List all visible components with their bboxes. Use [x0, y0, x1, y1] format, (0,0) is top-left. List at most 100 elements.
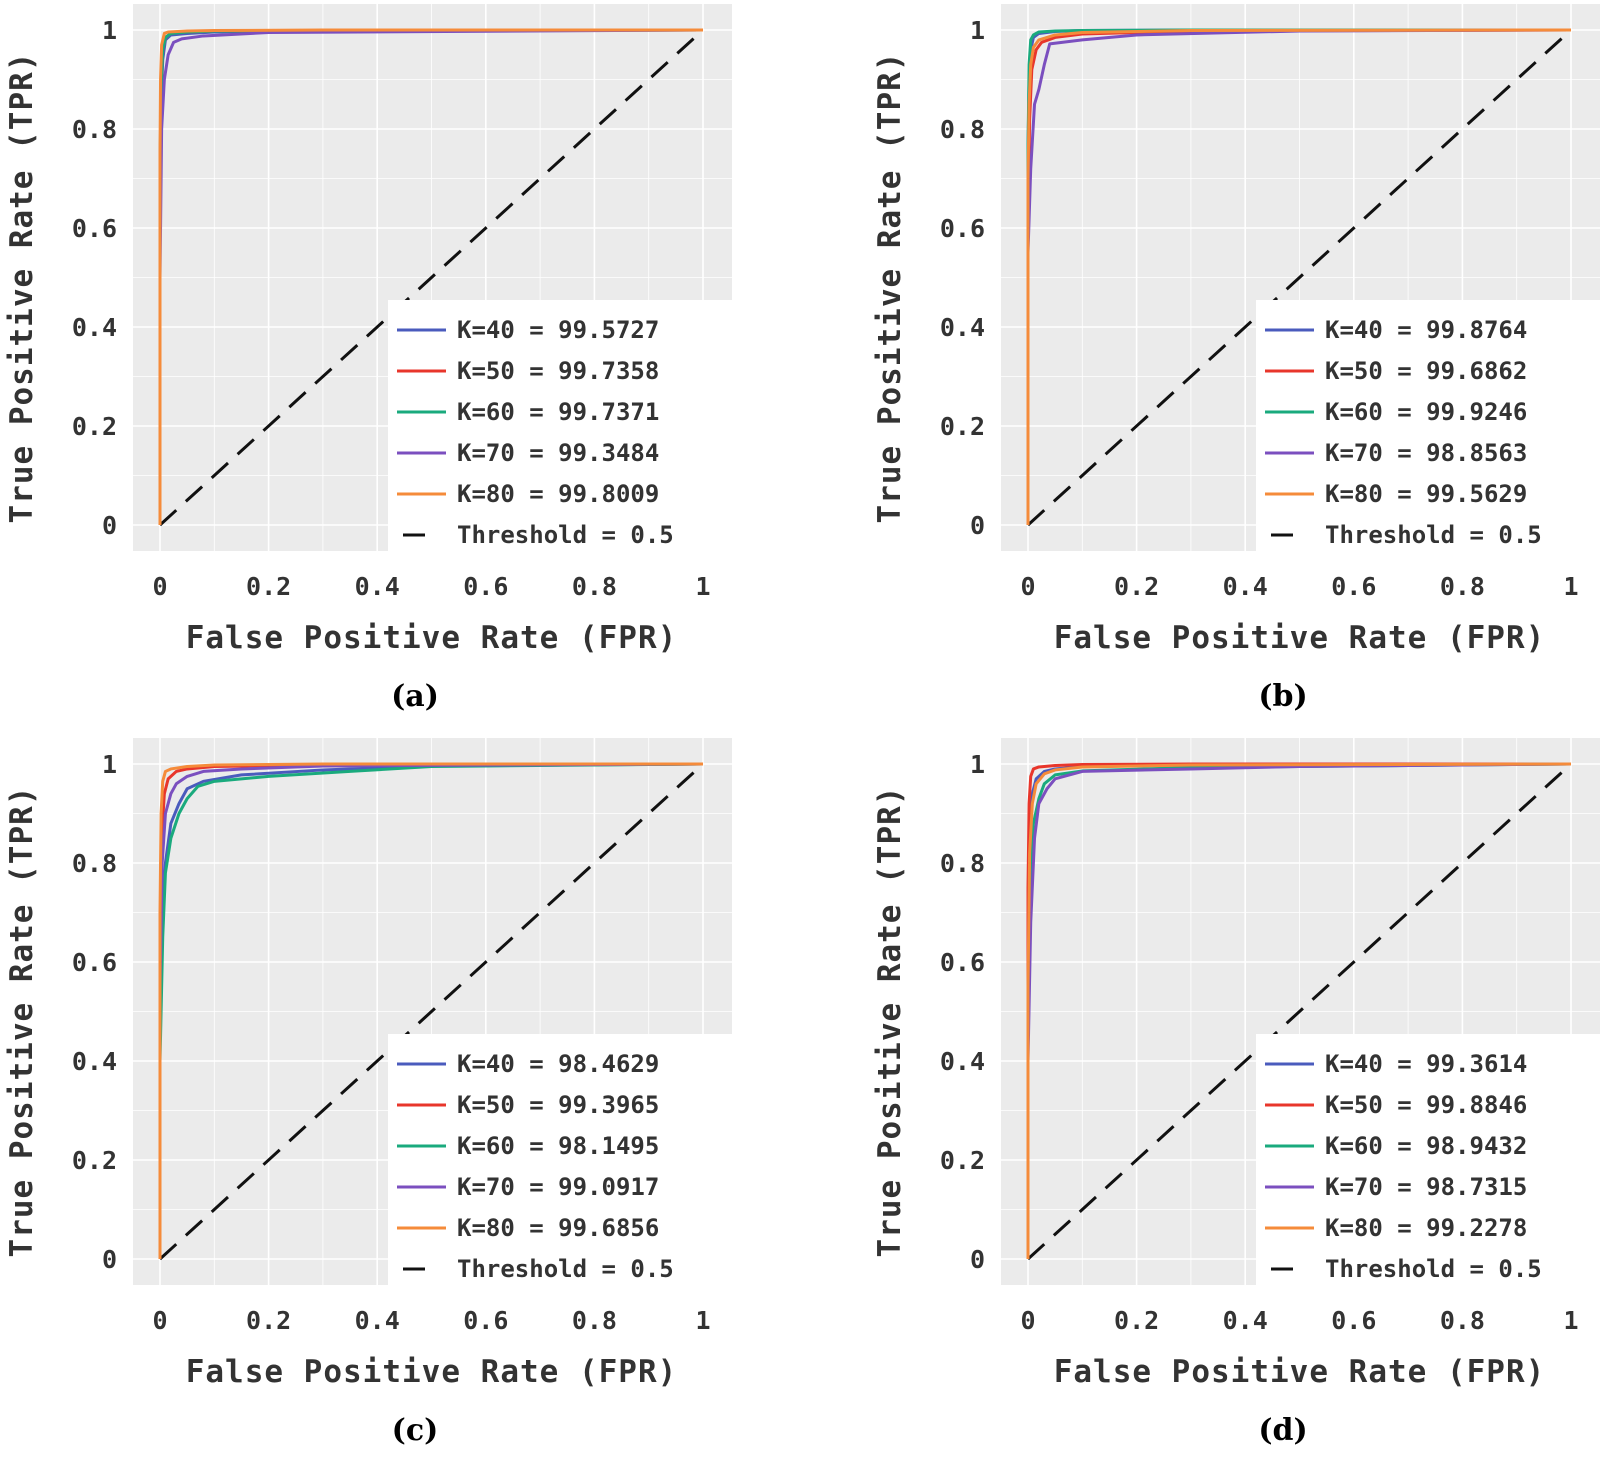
y-tick-label: 0.8: [940, 849, 985, 878]
y-axis-label: True Positive Rate (TPR): [872, 52, 908, 524]
x-tick-label: 0.6: [1331, 572, 1376, 601]
x-tick-label: 0.4: [1223, 572, 1268, 601]
y-tick-label: 1: [102, 750, 117, 779]
legend-label: K=40 = 99.5727: [457, 316, 659, 344]
roc-curve-k-70: [1026, 28, 1572, 525]
legend-box: [388, 300, 732, 551]
x-tick-label: 0: [1020, 572, 1035, 601]
roc-curve-k-80: [1026, 762, 1572, 1259]
threshold-line: [158, 762, 705, 1261]
x-tick-label: 0.6: [1331, 1306, 1376, 1335]
y-tick-label: 0.6: [72, 948, 117, 977]
roc-panel-c: 0 0.2 0.4 0.6 0.8 1 0 0.2 0.4 0.6 0.8 1 False Positi…: [4, 738, 732, 1448]
x-tick-label: 0: [152, 1306, 167, 1335]
x-tick-label: 0: [152, 572, 167, 601]
legend-label: K=70 = 98.8563: [1325, 439, 1527, 467]
legend-label: K=60 = 99.7371: [457, 398, 659, 426]
x-tick-label: 1: [695, 1306, 710, 1335]
x-tick-label: 0.6: [463, 572, 508, 601]
x-tick-label: 0.4: [1223, 1306, 1268, 1335]
y-tick-label: 0.2: [72, 1146, 117, 1175]
roc-panel-a: 0 0.2 0.4 0.6 0.8 1 0 0.2 0.4 0.6 0.8 1 False Positi…: [4, 4, 732, 714]
legend-label: K=40 = 99.3614: [1325, 1050, 1527, 1078]
y-tick-label: 1: [102, 16, 117, 45]
legend: K=40 = 98.4629 K=50 = 99.3965 K=60 = 98.14…: [388, 1034, 732, 1285]
x-tick-label: 0.8: [1440, 1306, 1485, 1335]
roc-curve-k-80: [158, 762, 703, 1259]
x-tick-label: 0.4: [355, 1306, 400, 1335]
roc-curve-k-70: [1026, 762, 1572, 1259]
legend-label: K=80 = 99.8009: [457, 480, 659, 508]
x-tick-label: 0.8: [1440, 572, 1485, 601]
y-tick-label: 0.2: [72, 412, 117, 441]
legend-box: [1256, 300, 1600, 551]
y-tick-label: 0: [102, 511, 117, 540]
legend-box: [388, 1034, 732, 1285]
legend-label: K=40 = 98.4629: [457, 1050, 659, 1078]
y-tick-label: 0: [970, 1245, 985, 1274]
legend-label: K=40 = 99.8764: [1325, 316, 1527, 344]
x-tick-label: 0: [1020, 1306, 1035, 1335]
threshold-line: [158, 28, 705, 527]
panel-caption: (b): [1258, 679, 1307, 714]
x-tick-label: 1: [1563, 572, 1578, 601]
panel-caption: (a): [391, 679, 439, 714]
panel-caption: (c): [392, 1413, 439, 1448]
legend-label: K=70 = 99.0917: [457, 1173, 659, 1201]
x-tick-label: 0.2: [246, 572, 291, 601]
legend-label: K=80 = 99.5629: [1325, 480, 1527, 508]
y-tick-label: 0: [970, 511, 985, 540]
legend-label: K=60 = 99.9246: [1325, 398, 1527, 426]
legend-label: K=80 = 99.2278: [1325, 1214, 1527, 1242]
legend-label: K=50 = 99.6862: [1325, 357, 1527, 385]
y-axis-label: True Positive Rate (TPR): [4, 786, 40, 1258]
y-axis-label: True Positive Rate (TPR): [872, 786, 908, 1258]
y-tick-label: 0.6: [940, 948, 985, 977]
legend-label: K=60 = 98.1495: [457, 1132, 659, 1160]
legend-label: K=70 = 99.3484: [457, 439, 659, 467]
legend-threshold-label: Threshold = 0.5: [457, 521, 674, 549]
y-tick-label: 0.2: [940, 1146, 985, 1175]
y-tick-label: 0.8: [940, 115, 985, 144]
legend: K=40 = 99.5727 K=50 = 99.7358 K=60 = 99.73…: [388, 300, 732, 551]
legend-threshold-label: Threshold = 0.5: [457, 1255, 674, 1283]
y-tick-label: 0.4: [940, 313, 985, 342]
x-tick-label: 0.2: [1114, 572, 1159, 601]
x-axis-label: False Positive Rate (FPR): [1054, 620, 1546, 656]
legend: K=40 = 99.8764 K=50 = 99.6862 K=60 = 99.92…: [1256, 300, 1600, 551]
roc-panel-b: 0 0.2 0.4 0.6 0.8 1 0 0.2 0.4 0.6 0.8 1 False Positi…: [872, 4, 1600, 714]
y-axis-label: True Positive Rate (TPR): [4, 52, 40, 524]
x-tick-label: 0.2: [1114, 1306, 1159, 1335]
legend-threshold-label: Threshold = 0.5: [1325, 521, 1542, 549]
y-tick-label: 0.4: [940, 1047, 985, 1076]
y-tick-label: 0.8: [72, 849, 117, 878]
roc-curve-k-80: [158, 28, 703, 525]
y-tick-label: 0.6: [940, 214, 985, 243]
y-tick-label: 0.4: [72, 1047, 117, 1076]
panel-caption: (d): [1258, 1413, 1307, 1448]
y-tick-label: 0.2: [940, 412, 985, 441]
roc-curve-k-80: [1026, 28, 1572, 525]
x-axis-label: False Positive Rate (FPR): [186, 620, 678, 656]
legend-threshold-label: Threshold = 0.5: [1325, 1255, 1542, 1283]
y-tick-label: 0.4: [72, 313, 117, 342]
x-axis-label: False Positive Rate (FPR): [186, 1354, 678, 1390]
threshold-line: [1026, 28, 1573, 527]
x-tick-label: 0.2: [246, 1306, 291, 1335]
legend-label: K=60 = 98.9432: [1325, 1132, 1527, 1160]
legend-label: K=50 = 99.3965: [457, 1091, 659, 1119]
x-tick-label: 1: [695, 572, 710, 601]
x-tick-label: 0.8: [572, 1306, 617, 1335]
roc-curve-k-60: [158, 762, 704, 1259]
legend: K=40 = 99.3614 K=50 = 99.8846 K=60 = 98.94…: [1256, 1034, 1600, 1285]
legend-label: K=80 = 99.6856: [457, 1214, 659, 1242]
roc-panel-d: 0 0.2 0.4 0.6 0.8 1 0 0.2 0.4 0.6 0.8 1 False Positi…: [872, 738, 1600, 1448]
x-tick-label: 0.6: [463, 1306, 508, 1335]
legend-label: K=50 = 99.8846: [1325, 1091, 1527, 1119]
y-tick-label: 1: [970, 16, 985, 45]
y-tick-label: 0: [102, 1245, 117, 1274]
y-tick-label: 1: [970, 750, 985, 779]
x-tick-label: 1: [1563, 1306, 1578, 1335]
legend-label: K=50 = 99.7358: [457, 357, 659, 385]
